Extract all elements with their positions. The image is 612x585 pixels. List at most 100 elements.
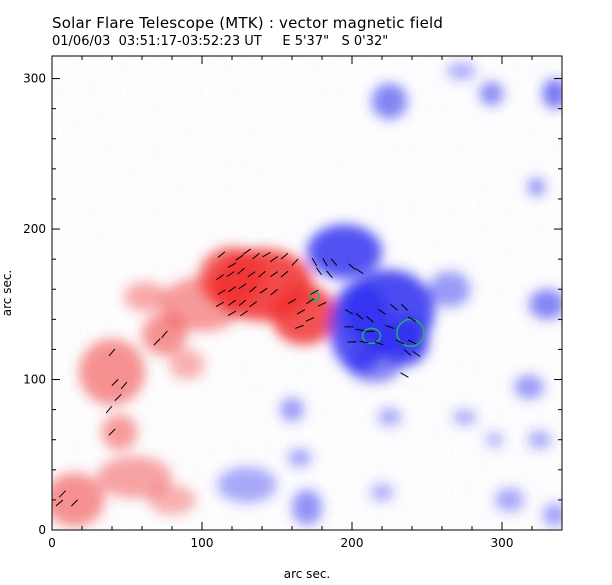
- field-vector: [296, 309, 306, 315]
- field-vector: [374, 341, 384, 346]
- negative-polarity-region: [347, 346, 402, 383]
- field-vector: [55, 499, 64, 507]
- field-vector: [240, 310, 248, 317]
- field-vector: [359, 340, 369, 344]
- negative-polarity-region: [307, 224, 382, 279]
- field-vector: [259, 287, 268, 294]
- chart-title: Solar Flare Telescope (MTK) : vector mag…: [52, 14, 444, 32]
- field-vector: [390, 304, 398, 311]
- field-vector: [280, 270, 289, 278]
- negative-polarity-region: [529, 289, 562, 320]
- positive-polarity-region: [271, 284, 337, 345]
- field-vector: [262, 251, 271, 258]
- field-vector: [355, 268, 364, 275]
- field-vector: [355, 313, 364, 320]
- negative-polarity-region: [527, 177, 546, 196]
- field-vector: [322, 258, 328, 267]
- field-vector: [280, 252, 289, 260]
- field-vector: [237, 267, 245, 275]
- field-vector: [270, 271, 278, 278]
- field-vector: [238, 283, 247, 290]
- field-vector: [400, 303, 409, 311]
- field-vector: [247, 271, 256, 278]
- field-vector: [403, 349, 412, 356]
- field-vector: [216, 274, 224, 281]
- field-vector: [317, 301, 327, 307]
- field-vector: [228, 286, 236, 293]
- field-regions: [52, 62, 562, 527]
- negative-polarity-region: [527, 430, 552, 449]
- y-tick-label: 200: [23, 222, 46, 236]
- field-vector: [291, 258, 299, 266]
- field-vector: [395, 339, 405, 345]
- negative-polarity-region: [542, 78, 562, 109]
- field-vector: [114, 394, 122, 402]
- x-tick-label: 100: [191, 536, 214, 550]
- x-tick-label: 200: [341, 536, 364, 550]
- field-vector: [226, 271, 235, 278]
- field-vector: [58, 490, 67, 498]
- field-contour: [396, 318, 425, 348]
- field-vector: [366, 316, 374, 323]
- field-vector: [305, 316, 315, 322]
- field-vector: [227, 310, 237, 316]
- field-vector: [407, 316, 417, 323]
- chart-subtitle: 01/06/03 03:51:17-03:52:23 UT E 5'37" S …: [52, 34, 389, 49]
- negative-polarity-region: [371, 83, 408, 120]
- field-vector: [111, 378, 119, 387]
- negative-polarity-region: [370, 483, 394, 502]
- positive-polarity-region: [160, 277, 244, 332]
- field-vector: [306, 298, 314, 305]
- negative-polarity-region: [514, 375, 544, 400]
- y-tick-label: 0: [38, 523, 46, 537]
- field-vector: [385, 324, 394, 329]
- x-tick-label: 300: [491, 536, 514, 550]
- field-vector: [215, 301, 225, 307]
- field-vector: [287, 298, 297, 304]
- field-vector: [108, 428, 116, 436]
- field-vector: [378, 308, 386, 315]
- field-vector: [228, 299, 236, 306]
- field-vector: [270, 256, 278, 263]
- field-vector: [243, 248, 251, 255]
- y-tick-label: 100: [23, 373, 46, 387]
- field-vector: [344, 309, 354, 315]
- field-vector: [412, 350, 421, 357]
- field-vector: [238, 299, 247, 307]
- blurred-regions: [52, 62, 562, 527]
- negative-polarity-region: [287, 448, 312, 467]
- field-vector: [217, 251, 226, 258]
- field-vector: [311, 258, 318, 267]
- field-vector: [105, 405, 113, 414]
- field-vector: [270, 288, 278, 296]
- field-vector: [348, 263, 356, 270]
- positive-polarity-region: [124, 281, 166, 312]
- field-vector: [330, 258, 338, 266]
- field-vector: [400, 372, 409, 378]
- field-vector: [354, 328, 365, 332]
- plot-frame: [51, 55, 563, 531]
- field-contour: [361, 327, 382, 345]
- negative-polarity-region: [377, 408, 402, 427]
- negative-polarity-region: [485, 432, 504, 448]
- negative-polarity-region: [446, 62, 477, 81]
- field-vector: [217, 289, 226, 295]
- field-vector: [235, 254, 244, 261]
- negative-polarity-region: [479, 81, 504, 106]
- negative-polarity-region: [428, 271, 471, 308]
- field-vector: [295, 324, 304, 329]
- field-vector: [227, 262, 237, 268]
- field-vector: [316, 267, 322, 276]
- field-vectors: [55, 248, 421, 507]
- positive-polarity-region: [79, 338, 145, 406]
- field-vector: [252, 252, 260, 260]
- field-vector: [249, 285, 257, 293]
- field-vector: [326, 270, 333, 278]
- plot-area: [52, 56, 562, 530]
- field-vector: [70, 499, 79, 507]
- field-vector: [310, 289, 319, 295]
- negative-polarity-region: [494, 487, 525, 512]
- field-vector: [108, 348, 116, 357]
- field-vector: [258, 270, 266, 278]
